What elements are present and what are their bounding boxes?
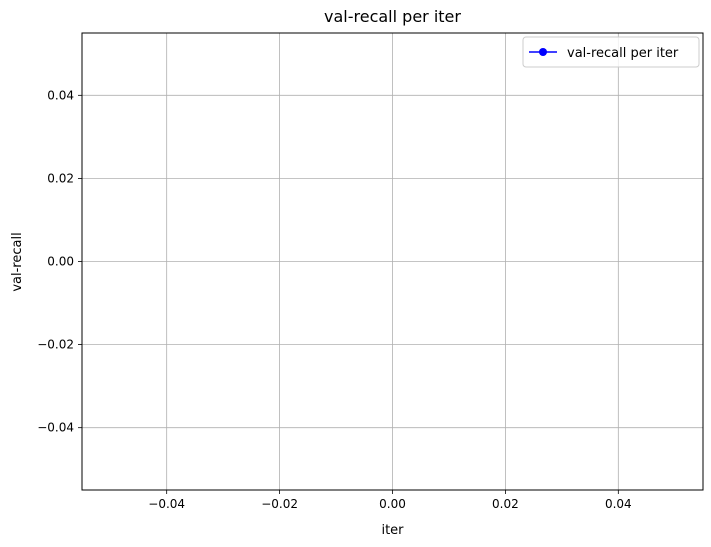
x-tick-label: 0.00 (379, 497, 406, 511)
y-tick-label: −0.02 (37, 338, 74, 352)
x-tick-label: 0.02 (492, 497, 519, 511)
grid (82, 33, 703, 490)
y-tick-label: 0.04 (47, 88, 74, 102)
x-tick-label: −0.04 (148, 497, 185, 511)
y-axis: −0.04 −0.02 0.00 0.02 0.04 (37, 88, 82, 435)
x-axis: −0.04 −0.02 0.00 0.02 0.04 (148, 490, 632, 511)
y-tick-label: 0.02 (47, 171, 74, 185)
legend-box (522, 36, 700, 68)
legend-label: val-recall per iter (567, 46, 679, 61)
x-tick-label: 0.04 (605, 497, 632, 511)
y-tick-label: 0.00 (47, 255, 74, 269)
y-tick-label: −0.04 (37, 421, 74, 435)
x-tick-label: −0.02 (261, 497, 298, 511)
y-axis-label: val-recall (10, 232, 25, 291)
chart-title: val-recall per iter (324, 7, 461, 26)
legend-marker-swatch (539, 48, 547, 56)
x-axis-label: iter (381, 523, 404, 538)
legend: val-recall per iter (522, 36, 700, 68)
